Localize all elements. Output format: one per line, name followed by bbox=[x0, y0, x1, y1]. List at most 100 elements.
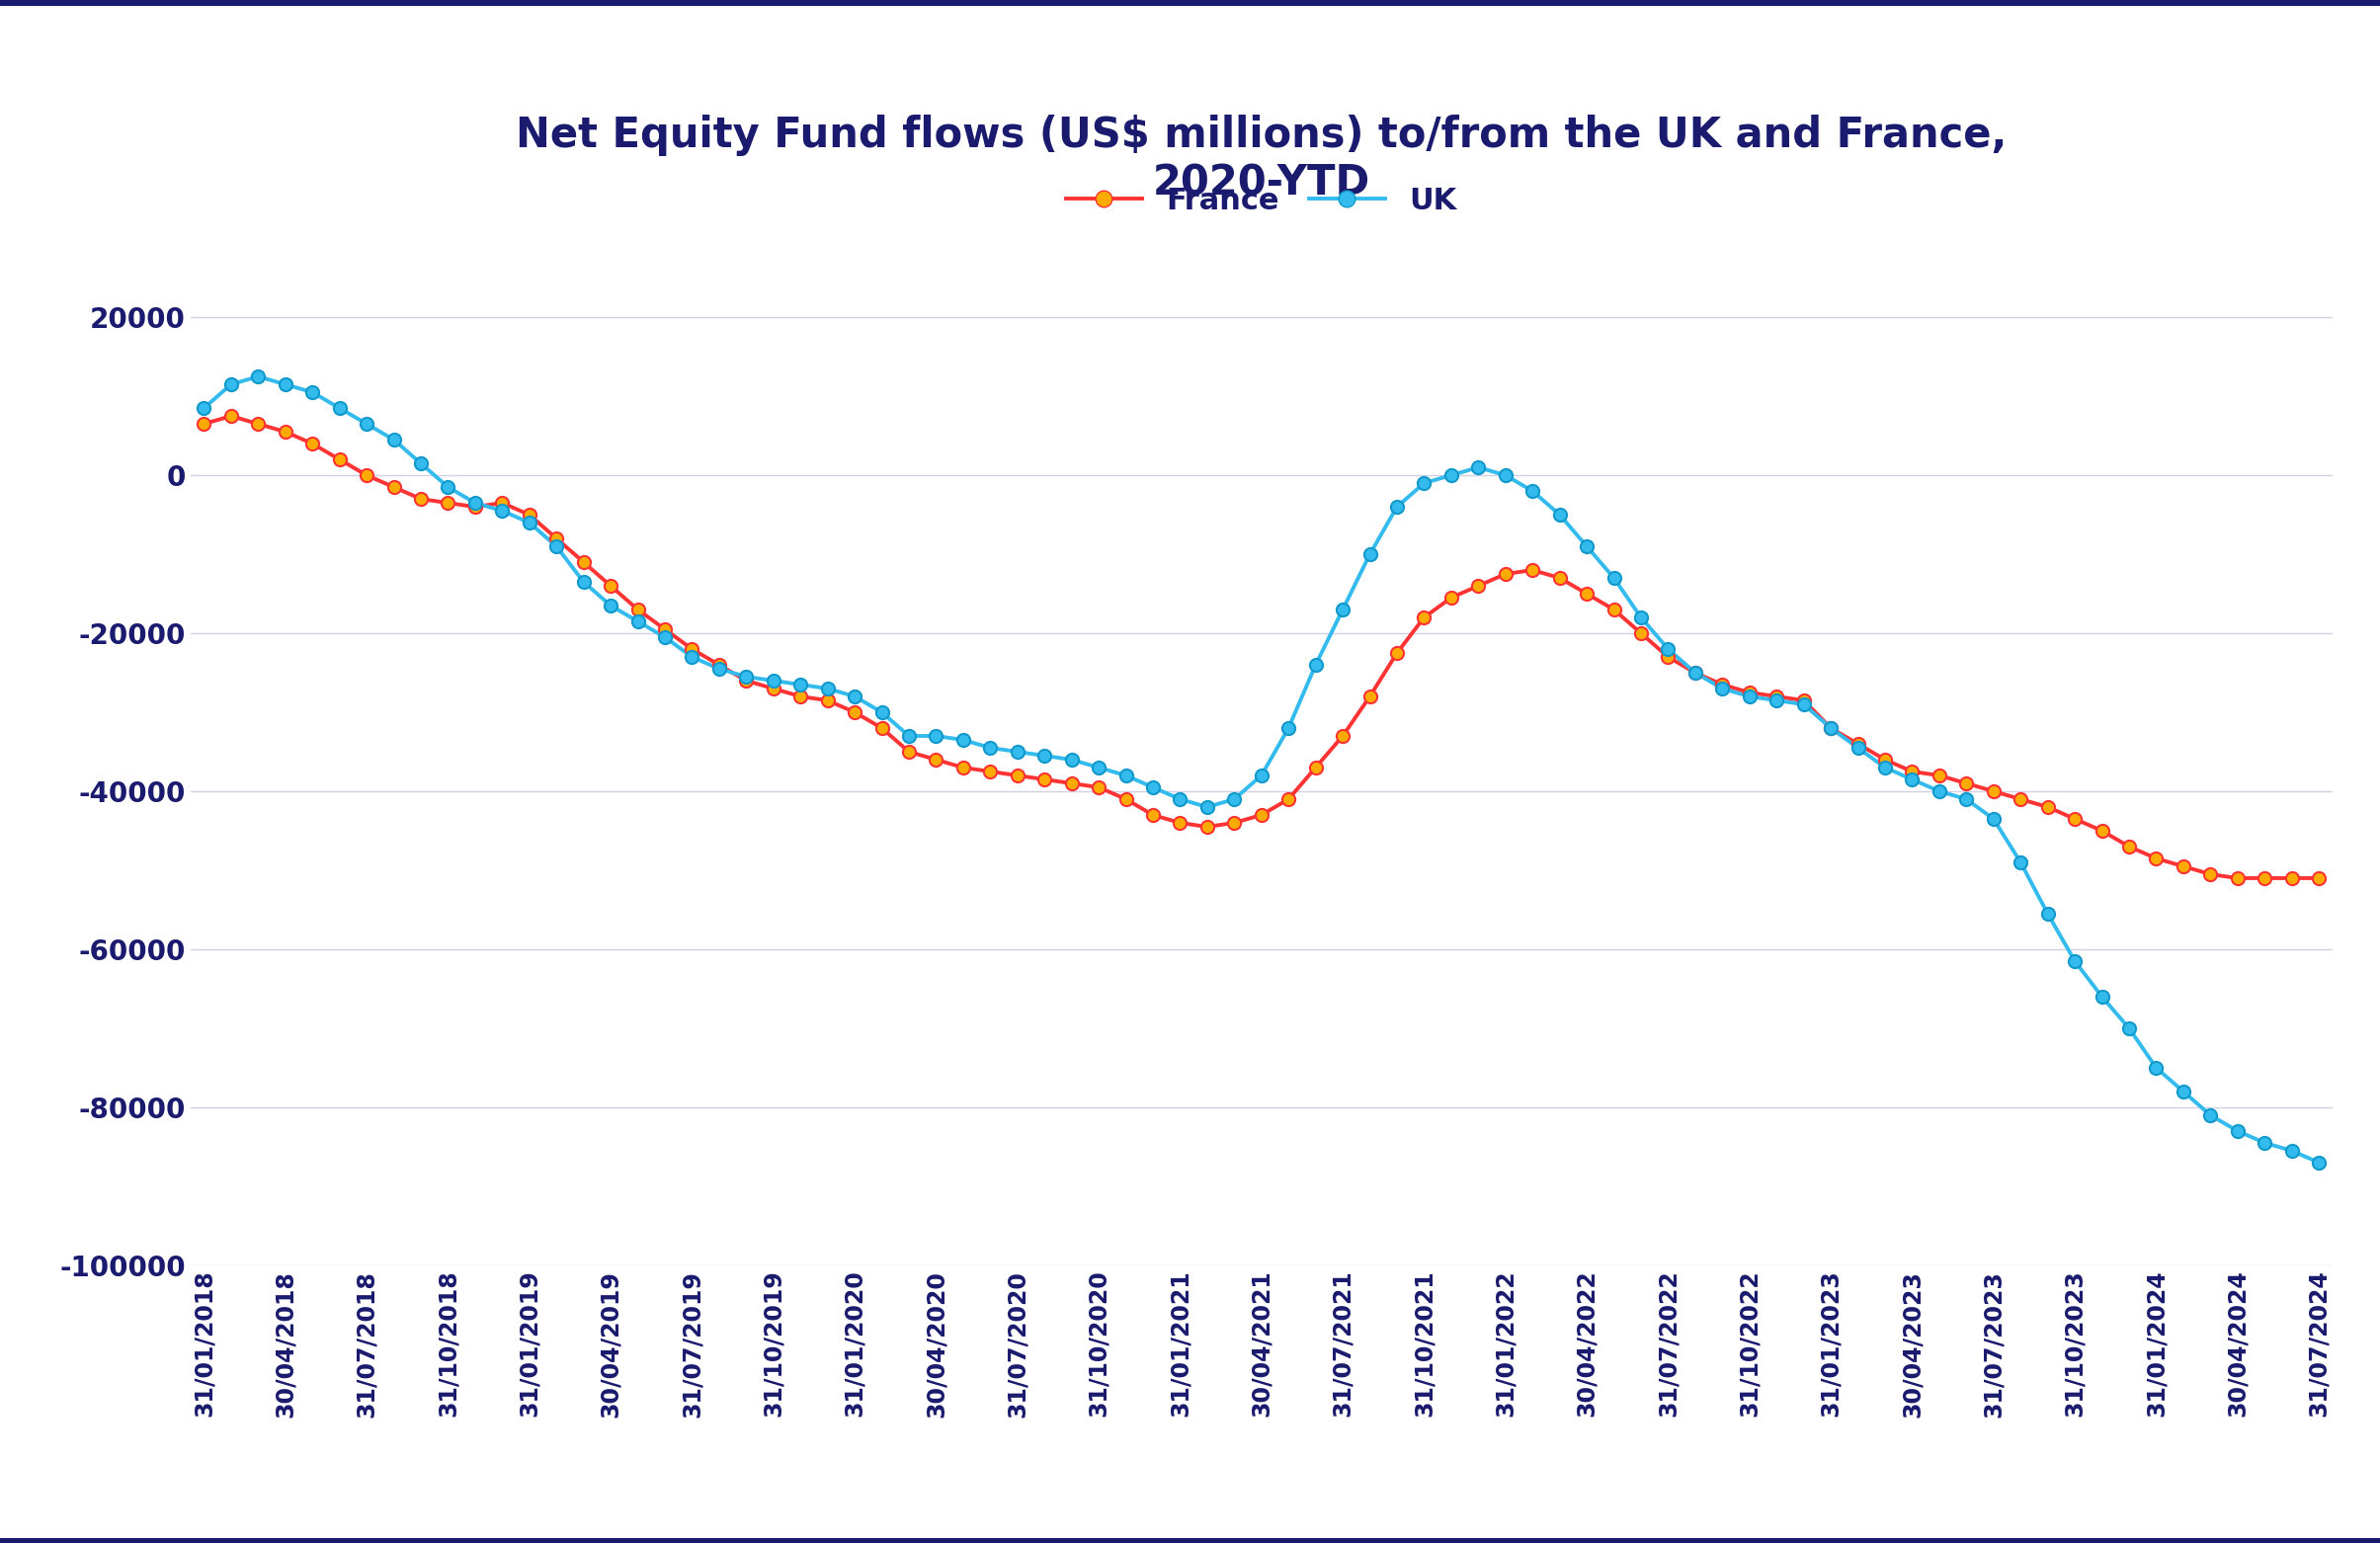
Point bbox=[1568, 582, 1607, 606]
Point bbox=[374, 427, 412, 452]
Point bbox=[2273, 866, 2311, 890]
Point bbox=[1133, 775, 1171, 799]
Point bbox=[1568, 534, 1607, 559]
Point bbox=[1242, 764, 1280, 788]
Point bbox=[509, 511, 547, 535]
Point bbox=[1133, 802, 1171, 827]
Point bbox=[1433, 585, 1471, 609]
Point bbox=[1892, 767, 1930, 792]
Point bbox=[1892, 759, 1930, 784]
Point bbox=[971, 759, 1009, 784]
Point bbox=[997, 739, 1035, 764]
Point bbox=[186, 395, 224, 420]
Point bbox=[1704, 676, 1742, 701]
Point bbox=[1242, 802, 1280, 827]
Point bbox=[781, 673, 819, 697]
Point bbox=[1081, 775, 1119, 799]
Point bbox=[1269, 787, 1307, 812]
Point bbox=[2247, 866, 2285, 890]
Point bbox=[754, 668, 793, 693]
Point bbox=[186, 412, 224, 437]
Point bbox=[2056, 949, 2094, 974]
Point bbox=[2002, 787, 2040, 812]
Point bbox=[1026, 767, 1064, 792]
Point bbox=[2137, 846, 2175, 870]
Point bbox=[1514, 478, 1552, 503]
Point bbox=[1404, 471, 1442, 495]
Point bbox=[1323, 724, 1361, 748]
Point bbox=[2218, 866, 2256, 890]
Point bbox=[1866, 747, 1904, 772]
Point bbox=[1540, 566, 1578, 591]
Point bbox=[1514, 557, 1552, 582]
Point bbox=[1866, 755, 1904, 779]
Point bbox=[1975, 807, 2013, 832]
Point bbox=[1811, 716, 1849, 741]
Point bbox=[890, 739, 928, 764]
Point bbox=[2002, 850, 2040, 875]
Point bbox=[2028, 901, 2066, 926]
Point bbox=[2056, 807, 2094, 832]
Point bbox=[1649, 645, 1687, 670]
Point bbox=[457, 494, 495, 518]
Point bbox=[1052, 772, 1090, 796]
Point bbox=[2163, 853, 2202, 878]
Point bbox=[593, 593, 631, 617]
Point bbox=[619, 597, 657, 622]
Point bbox=[428, 475, 466, 500]
Point bbox=[1161, 787, 1200, 812]
Point bbox=[1621, 620, 1659, 645]
Point bbox=[2299, 866, 2337, 890]
Point bbox=[1216, 787, 1254, 812]
Point bbox=[1297, 755, 1335, 779]
Point bbox=[1052, 747, 1090, 772]
Point bbox=[1785, 688, 1823, 713]
Point bbox=[1595, 597, 1633, 622]
Point bbox=[1188, 795, 1226, 819]
Point bbox=[483, 491, 521, 515]
Point bbox=[1975, 779, 2013, 804]
Point bbox=[809, 688, 847, 713]
Point bbox=[2218, 1119, 2256, 1143]
Point bbox=[1433, 463, 1471, 488]
Point bbox=[267, 372, 305, 397]
Point bbox=[2028, 795, 2066, 819]
Point bbox=[2082, 984, 2121, 1009]
Point bbox=[754, 676, 793, 701]
Point bbox=[1378, 494, 1416, 518]
Point bbox=[835, 684, 873, 708]
Point bbox=[2111, 1015, 2149, 1040]
Title: Net Equity Fund flows (US$ millions) to/from the UK and France,
2020-YTD: Net Equity Fund flows (US$ millions) to/… bbox=[516, 114, 2006, 204]
Point bbox=[1269, 716, 1307, 741]
Point bbox=[2247, 1131, 2285, 1156]
Point bbox=[1704, 673, 1742, 697]
Point bbox=[1107, 787, 1145, 812]
Point bbox=[428, 491, 466, 515]
Point bbox=[1840, 736, 1878, 761]
Point bbox=[674, 645, 712, 670]
Point bbox=[864, 701, 902, 725]
Point bbox=[916, 724, 954, 748]
Point bbox=[1404, 605, 1442, 630]
Point bbox=[457, 491, 495, 515]
Point bbox=[1378, 640, 1416, 665]
Point bbox=[1676, 660, 1714, 685]
Point bbox=[347, 463, 386, 488]
Point bbox=[2111, 835, 2149, 859]
Point bbox=[674, 637, 712, 662]
Point bbox=[538, 534, 576, 559]
Point bbox=[212, 404, 250, 429]
Point bbox=[728, 665, 766, 690]
Point bbox=[212, 372, 250, 397]
Point bbox=[781, 684, 819, 708]
Point bbox=[2082, 818, 2121, 842]
Point bbox=[997, 764, 1035, 788]
Point bbox=[538, 526, 576, 551]
Point bbox=[1352, 684, 1390, 708]
Point bbox=[1730, 684, 1768, 708]
Point bbox=[402, 451, 440, 475]
Point bbox=[835, 701, 873, 725]
Point bbox=[374, 475, 412, 500]
Point bbox=[1649, 637, 1687, 662]
Point bbox=[293, 380, 331, 404]
